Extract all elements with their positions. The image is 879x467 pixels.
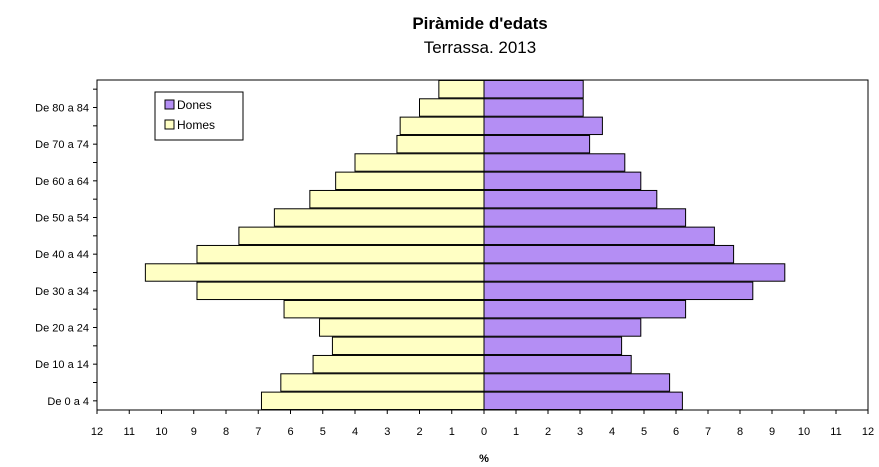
bar-dones [483,263,786,282]
y-tick-label: De 70 a 74 [35,139,89,151]
x-tick-label: 8 [737,426,743,438]
bar-dones [483,116,603,136]
y-tick-label: De 10 a 14 [35,359,89,371]
y-tick-label: De 60 a 64 [35,176,89,188]
x-tick-label: 5 [641,426,647,438]
x-tick-label: 9 [769,426,775,438]
bar-dones [483,98,584,117]
bar-homes [144,263,485,282]
bar-dones [483,171,642,191]
bar-homes [331,336,485,356]
x-tick-label: 1 [513,426,519,438]
axis-layer: De 0 a 4 De 10 a 14 De 20 a 24 De 30 a 34 De… [35,80,874,438]
x-tick-label: 8 [223,426,229,438]
x-tick-label: 12 [91,426,103,438]
bar-dones [483,208,687,227]
bar-homes [196,281,485,301]
x-tick-label: 4 [609,426,615,438]
chart-subtitle: Terrassa. 2013 [423,38,537,57]
bar-dones [483,153,626,172]
x-tick-label: 4 [352,426,358,438]
x-tick-label: 11 [830,426,841,438]
legend-swatch-dones [164,99,175,110]
x-tick-label: 2 [545,426,551,438]
x-tick-label: 12 [862,426,874,438]
bar-dones [483,281,754,301]
bar-dones [483,134,591,154]
x-tick-label: 6 [673,426,679,438]
x-tick-label: 5 [320,426,326,438]
x-tick-label: 6 [287,426,293,438]
y-tick-label: De 40 a 44 [35,249,89,261]
legend: Dones Homes [154,91,244,141]
legend-label-homes: Homes [177,118,215,132]
bar-dones [483,373,671,392]
y-tick-label: De 20 a 24 [35,323,89,335]
x-tick-label: 1 [449,426,455,438]
x-tick-label: 10 [798,426,810,438]
y-tick-label: De 50 a 54 [35,213,89,225]
bar-dones [483,354,632,374]
x-tick-label: 10 [155,426,167,438]
bar-homes [419,98,485,117]
bar-homes [280,373,485,392]
bar-dones [483,226,715,246]
bar-homes [335,171,485,191]
x-axis-label: % [479,453,489,465]
bar-dones [483,189,658,209]
bar-dones [483,391,683,411]
bar-homes [273,208,485,227]
x-tick-label: 11 [124,426,135,438]
bar-dones [483,336,623,356]
x-tick-label: 0 [481,426,487,438]
bar-dones [483,79,584,99]
x-tick-label: 3 [384,426,390,438]
x-tick-label: 7 [255,426,261,438]
bar-homes [283,299,485,319]
bar-homes [312,354,485,374]
bar-homes [396,134,485,154]
bar-homes [354,153,485,172]
bar-homes [309,189,485,209]
bar-dones [483,244,735,264]
x-tick-label: 3 [577,426,583,438]
legend-swatch-homes [164,119,175,130]
bars-layer [144,79,786,411]
bar-homes [399,116,485,136]
bar-homes [260,391,485,411]
bar-dones [483,299,687,319]
bar-homes [196,244,485,264]
bar-dones [483,318,642,337]
bar-homes [319,318,485,337]
y-tick-label: De 30 a 34 [35,286,89,298]
x-tick-label: 2 [416,426,422,438]
bar-homes [238,226,485,246]
bar-homes [438,79,485,99]
legend-label-dones: Dones [177,98,212,112]
y-tick-label: De 0 a 4 [47,396,89,408]
chart-title: Piràmide d'edats [412,14,548,33]
x-tick-label: 7 [705,426,711,438]
x-tick-label: 9 [191,426,197,438]
y-tick-label: De 80 a 84 [35,103,89,115]
